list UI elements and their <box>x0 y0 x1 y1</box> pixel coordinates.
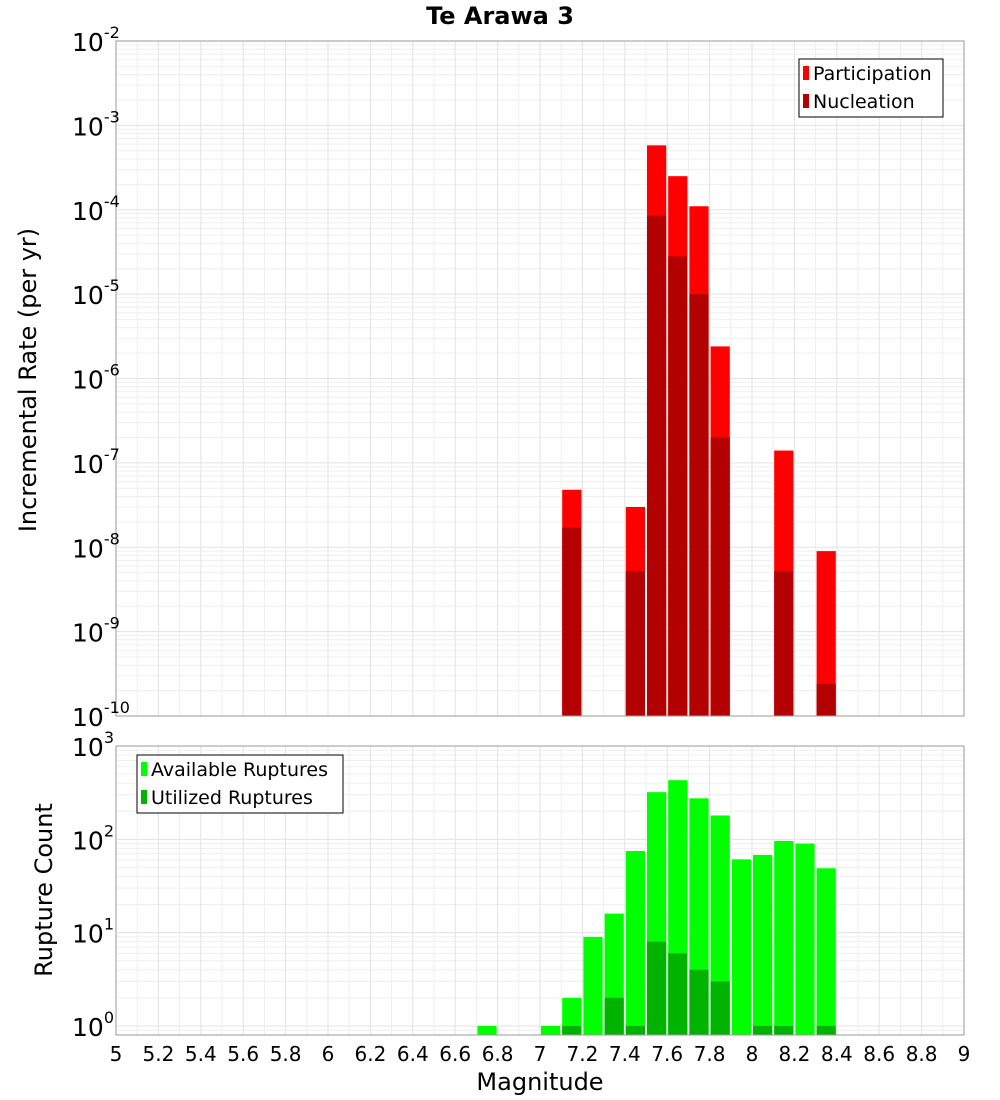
bar <box>795 843 815 1035</box>
bar <box>668 953 688 1035</box>
bar <box>625 1025 645 1035</box>
bar <box>753 854 773 1035</box>
bar <box>583 936 603 1035</box>
bar <box>562 527 582 716</box>
x-tick-label: 8.6 <box>863 1042 895 1066</box>
x-tick-label: 7.6 <box>651 1042 683 1066</box>
bar <box>689 294 709 716</box>
bar <box>562 997 582 1035</box>
x-axis-label: Magnitude <box>476 1068 603 1096</box>
bar <box>710 981 730 1035</box>
bar <box>710 815 730 1035</box>
x-tick-label: 6.6 <box>439 1042 471 1066</box>
bar <box>753 1025 773 1035</box>
x-tick-label: 6.8 <box>482 1042 514 1066</box>
bar <box>774 1025 794 1035</box>
legend: Available Ruptures Utilized Ruptures <box>136 754 344 814</box>
x-tick-label: 8.2 <box>778 1042 810 1066</box>
x-tick-label: 5.4 <box>185 1042 217 1066</box>
y-tick-label: 10-10 <box>72 698 130 732</box>
y-tick-label: 10-4 <box>72 192 120 226</box>
y-tick-label: 10-6 <box>72 361 120 395</box>
bar <box>731 859 751 1035</box>
x-tick-label: 8 <box>746 1042 759 1066</box>
bar <box>816 551 836 716</box>
y-tick-label: 101 <box>72 915 114 949</box>
y-tick-label: 10-2 <box>72 23 120 57</box>
y-tick-label: 10-7 <box>72 445 120 479</box>
x-tick-label: 6 <box>322 1042 335 1066</box>
x-tick-label: 7.8 <box>694 1042 726 1066</box>
bar <box>689 969 709 1035</box>
bar <box>647 941 667 1035</box>
bar <box>647 215 667 717</box>
legend-label: Available Ruptures <box>151 759 328 781</box>
y-tick-label: 10-3 <box>72 107 120 141</box>
grid <box>115 40 965 717</box>
series-utilized-ruptures <box>562 941 836 1035</box>
bar <box>562 1025 582 1035</box>
y-axis-label: Rupture Count <box>30 803 58 977</box>
legend-swatch <box>803 66 809 80</box>
x-axis: 5 5.2 5.4 5.6 5.8 6 6.2 6.4 6.6 6.8 7 7.2 7.4 7.6 7.8 8… <box>110 1042 971 1066</box>
legend-swatch <box>141 790 147 804</box>
x-tick-label: 8.4 <box>821 1042 853 1066</box>
x-tick-label: 6.4 <box>397 1042 429 1066</box>
y-tick-label: 102 <box>72 821 114 855</box>
bar <box>710 437 730 716</box>
legend-box <box>798 58 944 118</box>
count-panel: 103 102 101 100 Rupture Count Available Ruptu… <box>30 728 965 1042</box>
x-tick-label: 7 <box>534 1042 547 1066</box>
bar <box>816 683 836 716</box>
x-tick-label: 6.2 <box>354 1042 386 1066</box>
y-tick-label: 103 <box>72 728 114 762</box>
legend-box <box>136 754 344 814</box>
x-tick-label: 5.6 <box>227 1042 259 1066</box>
bar <box>477 1025 497 1035</box>
legend: Participation Nucleation <box>798 58 944 118</box>
legend-label: Participation <box>813 63 932 85</box>
y-axis-label: Incremental Rate (per yr) <box>14 228 42 532</box>
x-tick-label: 9 <box>958 1042 971 1066</box>
bar <box>774 571 794 716</box>
rate-panel: 10-2 10-3 10-4 10-5 10-6 10-7 10-8 10-9 10-10 Inc… <box>14 23 965 732</box>
y-tick-label: 10-9 <box>72 614 120 648</box>
x-tick-label: 8.8 <box>906 1042 938 1066</box>
bar <box>541 1025 561 1035</box>
x-tick-label: 5 <box>110 1042 123 1066</box>
legend-swatch <box>141 762 147 776</box>
legend-label: Nucleation <box>813 91 915 113</box>
x-tick-label: 5.2 <box>142 1042 174 1066</box>
y-tick-label: 10-8 <box>72 529 120 563</box>
bar <box>604 997 624 1035</box>
y-tick-label: 100 <box>72 1008 114 1042</box>
bar <box>774 840 794 1035</box>
x-tick-label: 7.2 <box>566 1042 598 1066</box>
bar <box>668 256 688 716</box>
y-tick-label: 10-5 <box>72 276 120 310</box>
series-nucleation <box>562 215 836 717</box>
x-tick-label: 5.8 <box>270 1042 302 1066</box>
chart-title: Te Arawa 3 <box>426 2 574 30</box>
x-tick-label: 7.4 <box>609 1042 641 1066</box>
plot-frame <box>115 745 965 1036</box>
legend-label: Utilized Ruptures <box>151 787 313 809</box>
bar <box>625 850 645 1035</box>
legend-swatch <box>803 94 809 108</box>
bar <box>816 1025 836 1035</box>
bar <box>625 571 645 716</box>
plot-frame <box>115 40 965 717</box>
bar <box>816 868 836 1035</box>
